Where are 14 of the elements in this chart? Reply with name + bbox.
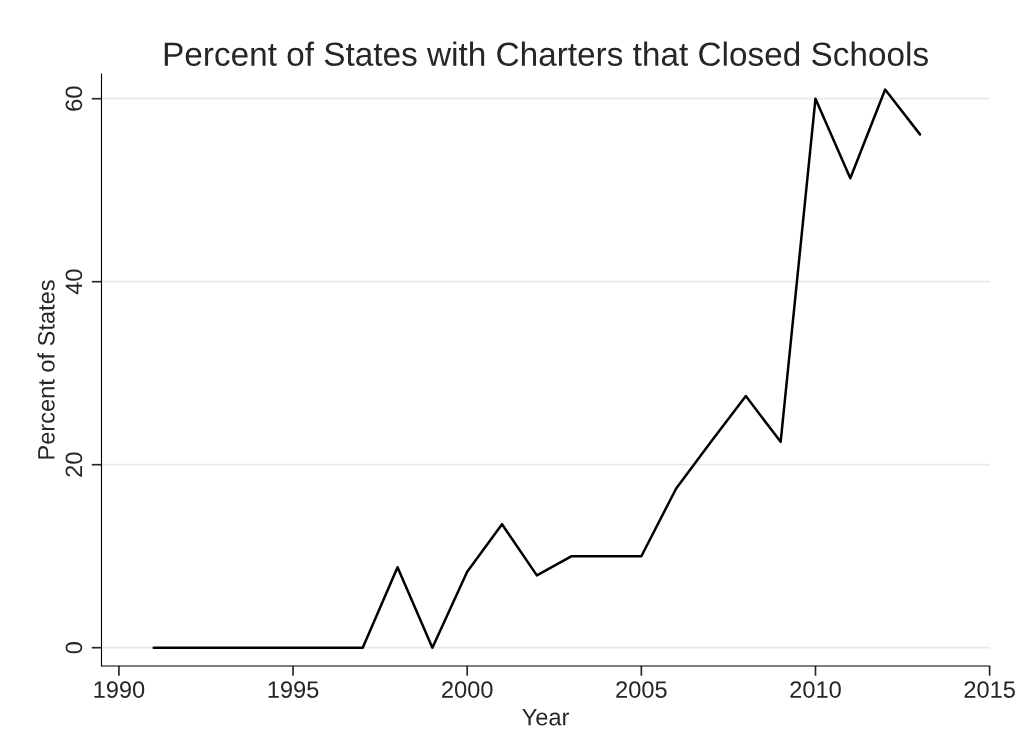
x-tick-label: 2015 <box>964 681 1015 698</box>
y-axis-title: Percent of States <box>37 280 55 459</box>
x-axis-title: Year <box>522 709 570 726</box>
x-tick-label: 1995 <box>268 681 319 698</box>
line-series <box>152 88 922 649</box>
x-tick-label: 2000 <box>442 681 493 698</box>
chart-title: Percent of States with Charters that Closed Schools <box>164 41 928 66</box>
y-tick-label: 60 <box>65 86 83 111</box>
x-tick-label: 2010 <box>790 681 841 698</box>
y-tick-label: 40 <box>65 269 83 295</box>
y-tick-label: 0 <box>65 642 83 654</box>
x-tick-label: 1990 <box>94 681 145 698</box>
x-tick-label: 2005 <box>616 681 667 698</box>
y-tick-label: 20 <box>65 452 83 477</box>
